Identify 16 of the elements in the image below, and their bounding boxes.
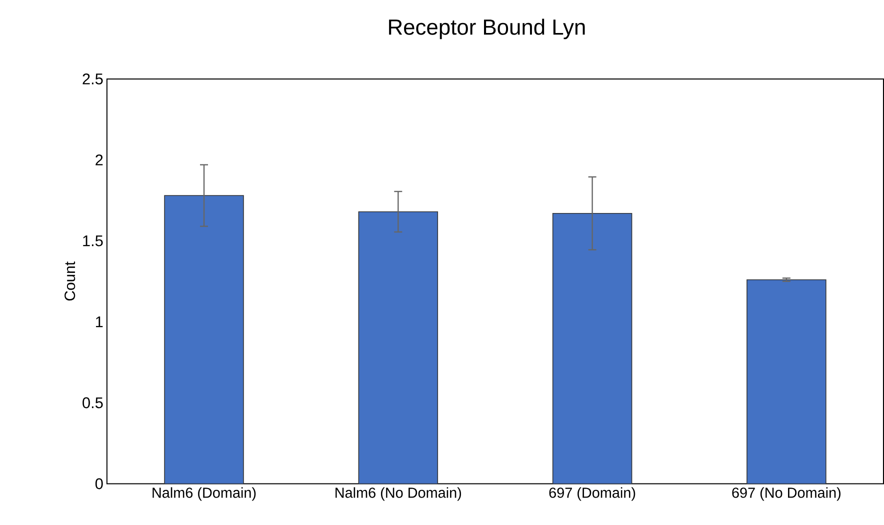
- x-tick-label: 697 (No Domain): [732, 487, 840, 501]
- x-tick-label: Nalm6 (Domain): [152, 487, 256, 501]
- y-tick-label: 0: [95, 478, 103, 490]
- bar: [164, 195, 244, 484]
- y-tick-label: 1.5: [83, 236, 103, 246]
- y-tick-label: 2: [96, 154, 103, 166]
- bar: [746, 279, 826, 484]
- y-axis-title: Count: [64, 262, 76, 301]
- x-tick-label: Nalm6 (No Domain): [336, 487, 462, 501]
- y-tick-label: 0.5: [82, 397, 103, 408]
- y-tick-label: 1: [96, 316, 103, 328]
- y-tick-label: 2.5: [82, 74, 103, 85]
- bar: [358, 211, 438, 484]
- chart-title: Receptor Bound Lyn: [389, 18, 585, 40]
- bar: [552, 213, 632, 484]
- x-tick-label: 697 (Domain): [549, 487, 636, 501]
